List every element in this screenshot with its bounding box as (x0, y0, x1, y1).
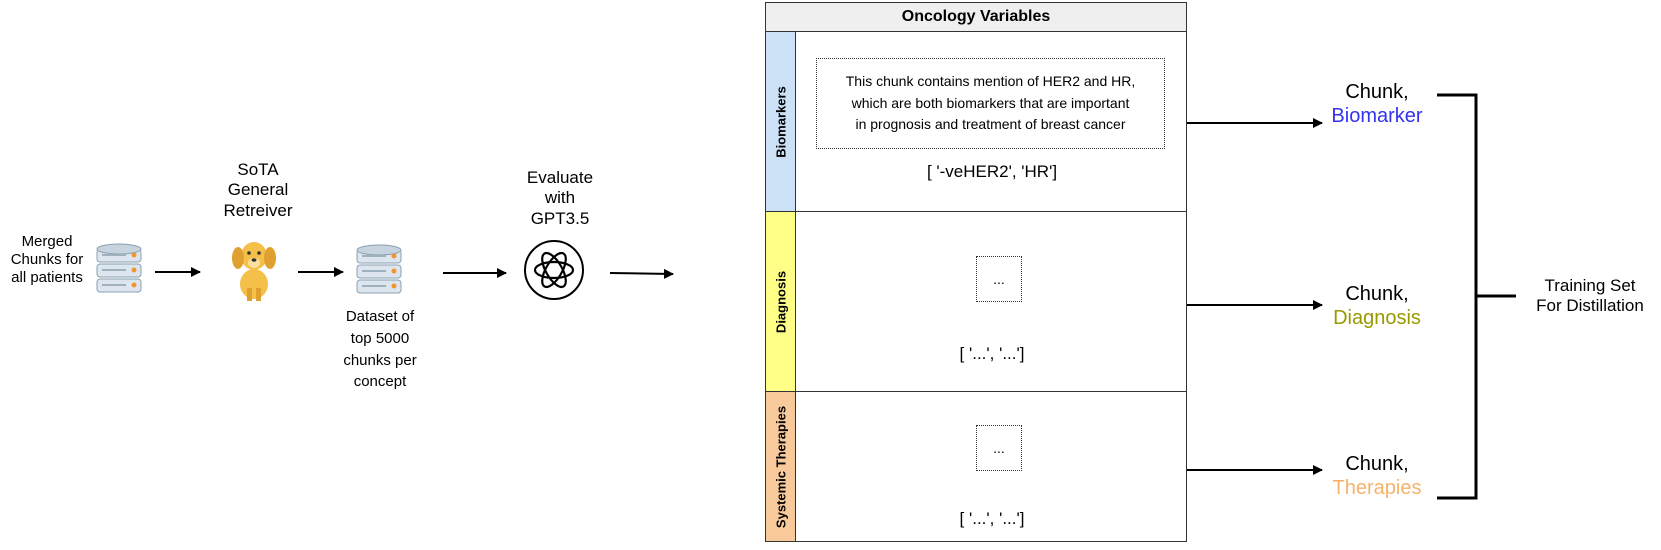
output-concept-label: Biomarker (1331, 105, 1423, 127)
row-diagnosis: ... [ '...', '...'] (795, 211, 1187, 392)
concept-list: [ '-veHER2', 'HR'] (926, 162, 1058, 181)
panel-title: Oncology Variables (765, 2, 1187, 32)
dog-retriever-icon (232, 242, 276, 301)
database-icon (96, 243, 142, 293)
openai-logo-icon (524, 240, 584, 300)
concept-list: [ '...', '...'] (959, 509, 1025, 528)
row-label-systemic-therapies: Systemic Therapies (765, 391, 796, 542)
source-label: Merged Chunks for all patients (10, 233, 84, 286)
row-label-text: Biomarkers (773, 85, 788, 158)
row-label-biomarkers: Biomarkers (765, 31, 796, 212)
row-biomarkers: This chunk contains mention of HER2 and … (795, 31, 1187, 212)
output-biomarker: Chunk, Biomarker (1322, 80, 1432, 128)
row-label-text: Diagnosis (773, 270, 788, 333)
row-systemic-therapies: ... [ '...', '...'] (795, 391, 1187, 542)
arrow-evaluate-to-panel (609, 268, 674, 279)
output-concept-label: Diagnosis (1333, 307, 1421, 329)
row-label-diagnosis: Diagnosis (765, 211, 796, 392)
explanation-box: ... (976, 425, 1022, 471)
output-chunk-label: Chunk, (1345, 283, 1409, 305)
database-icon (356, 244, 402, 294)
output-concept-label: Therapies (1332, 477, 1422, 499)
concept-list: [ '...', '...'] (959, 344, 1025, 363)
output-chunk-label: Chunk, (1345, 453, 1409, 475)
evaluate-label: Evaluate with GPT3.5 (526, 168, 594, 228)
training-set-label: Training Set For Distillation (1536, 276, 1644, 316)
output-therapies: Chunk, Therapies (1322, 452, 1432, 500)
bracket (1437, 93, 1516, 500)
explanation-box: This chunk contains mention of HER2 and … (816, 58, 1165, 149)
output-chunk-label: Chunk, (1345, 81, 1409, 103)
dataset-label: Dataset of top 5000 chunks per concept (343, 308, 417, 391)
retriever-label: SoTA General Retreiver (223, 160, 293, 220)
row-label-text: Systemic Therapies (773, 405, 788, 528)
output-diagnosis: Chunk, Diagnosis (1322, 282, 1432, 330)
explanation-box: ... (976, 256, 1022, 302)
